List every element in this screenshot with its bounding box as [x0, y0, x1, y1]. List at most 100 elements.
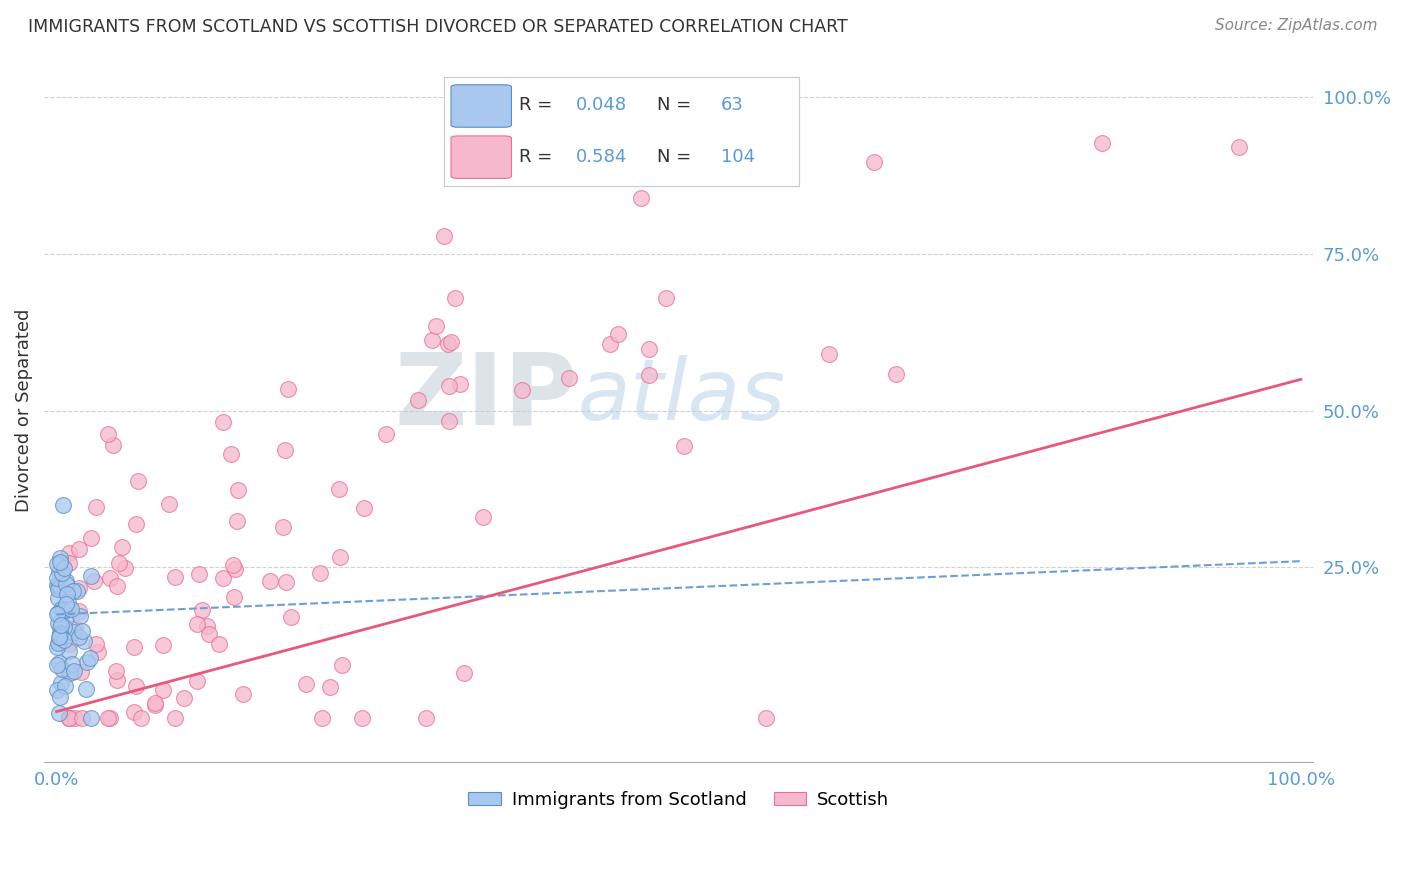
- Point: [80, 568, 103, 582]
- Point: [433, 228, 456, 243]
- Point: [1227, 140, 1250, 154]
- Point: [80, 531, 103, 545]
- Point: [49, 551, 72, 566]
- Point: [425, 319, 447, 334]
- Point: [143, 696, 166, 710]
- Point: [67, 581, 90, 595]
- Point: [374, 427, 396, 442]
- Point: [406, 392, 429, 407]
- Point: [46, 607, 69, 622]
- Point: [352, 711, 374, 725]
- Point: [105, 579, 128, 593]
- Point: [86, 644, 108, 658]
- Point: [55, 626, 77, 640]
- Point: [606, 326, 628, 341]
- Point: [190, 602, 212, 616]
- Point: [58, 711, 80, 725]
- Point: [637, 342, 659, 356]
- Point: [221, 558, 243, 573]
- Point: [52, 498, 75, 512]
- Point: [163, 570, 186, 584]
- Point: [558, 371, 581, 385]
- Legend: Immigrants from Scotland, Scottish: Immigrants from Scotland, Scottish: [461, 783, 896, 816]
- Point: [173, 691, 195, 706]
- Point: [129, 711, 152, 725]
- Y-axis label: Divorced or Separated: Divorced or Separated: [15, 309, 32, 512]
- Point: [186, 674, 208, 689]
- Point: [277, 382, 299, 396]
- Point: [48, 630, 70, 644]
- Point: [75, 682, 97, 697]
- Point: [187, 567, 209, 582]
- Point: [655, 291, 678, 305]
- Point: [58, 637, 80, 651]
- Point: [58, 644, 80, 658]
- Point: [46, 577, 69, 591]
- Point: [212, 571, 235, 585]
- Point: [222, 590, 245, 604]
- Point: [280, 610, 302, 624]
- Point: [98, 571, 121, 585]
- Point: [195, 619, 218, 633]
- Point: [329, 550, 352, 565]
- Point: [59, 666, 82, 681]
- Point: [225, 514, 247, 528]
- Point: [67, 542, 90, 557]
- Point: [125, 679, 148, 693]
- Point: [58, 711, 80, 725]
- Point: [328, 482, 350, 496]
- Point: [69, 609, 91, 624]
- Point: [453, 666, 475, 681]
- Point: [51, 617, 73, 632]
- Point: [127, 474, 149, 488]
- Point: [439, 379, 461, 393]
- Point: [143, 698, 166, 712]
- Point: [105, 673, 128, 687]
- Point: [208, 637, 231, 651]
- Point: [70, 624, 93, 639]
- Point: [599, 337, 621, 351]
- Point: [73, 634, 96, 648]
- Point: [55, 611, 77, 625]
- Point: [49, 602, 72, 616]
- Point: [152, 682, 174, 697]
- Point: [818, 347, 841, 361]
- Point: [510, 383, 533, 397]
- Point: [86, 637, 108, 651]
- Point: [422, 333, 444, 347]
- Point: [58, 556, 80, 570]
- Point: [122, 705, 145, 719]
- Point: [165, 711, 187, 725]
- Point: [353, 500, 375, 515]
- Point: [449, 377, 471, 392]
- Point: [862, 155, 884, 169]
- Point: [60, 657, 83, 672]
- Text: Source: ZipAtlas.com: Source: ZipAtlas.com: [1215, 18, 1378, 33]
- Point: [51, 566, 73, 580]
- Point: [46, 591, 69, 606]
- Point: [319, 681, 342, 695]
- Point: [1091, 136, 1114, 151]
- Point: [52, 632, 75, 647]
- Point: [63, 621, 86, 635]
- Point: [58, 666, 80, 681]
- Point: [46, 582, 69, 596]
- Point: [152, 638, 174, 652]
- Point: [271, 520, 294, 534]
- Point: [276, 574, 298, 589]
- Point: [46, 557, 69, 571]
- Point: [226, 483, 249, 497]
- Point: [52, 619, 75, 633]
- Point: [48, 706, 70, 720]
- Point: [437, 414, 460, 428]
- Point: [46, 571, 69, 585]
- Point: [67, 630, 90, 644]
- Point: [63, 711, 86, 725]
- Point: [443, 291, 465, 305]
- Point: [48, 565, 70, 579]
- Text: IMMIGRANTS FROM SCOTLAND VS SCOTTISH DIVORCED OR SEPARATED CORRELATION CHART: IMMIGRANTS FROM SCOTLAND VS SCOTTISH DIV…: [28, 18, 848, 36]
- Point: [274, 442, 297, 457]
- Point: [48, 657, 70, 671]
- Point: [48, 615, 70, 630]
- Point: [49, 555, 72, 569]
